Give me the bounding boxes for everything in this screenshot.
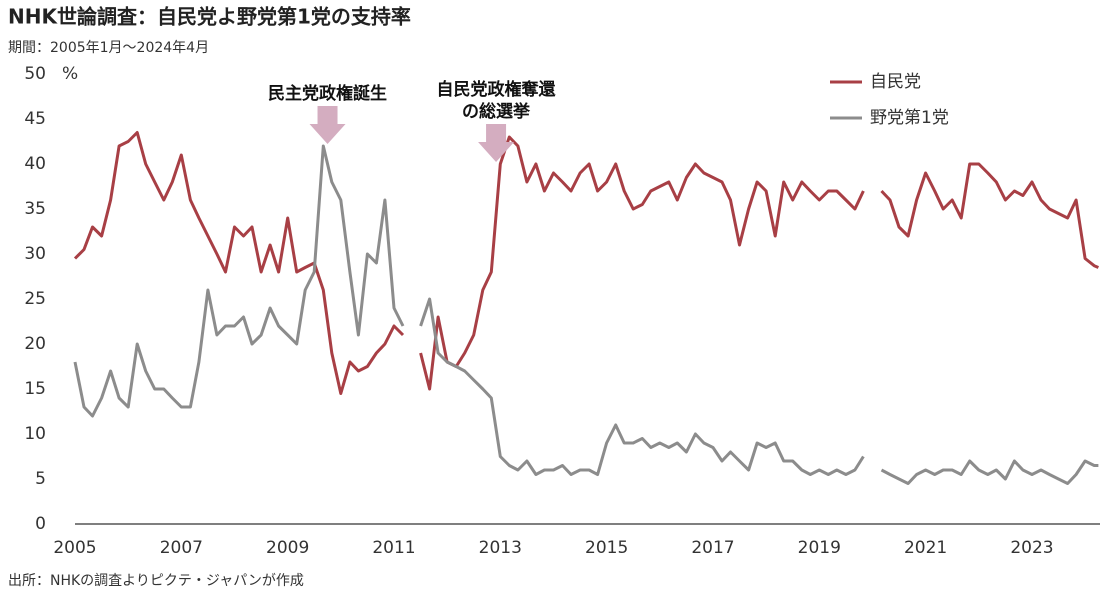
y-tick-label: 45 xyxy=(24,109,46,129)
annotation-arrow xyxy=(478,124,515,162)
x-tick-label: 2009 xyxy=(266,538,309,558)
y-tick-label: 35 xyxy=(24,199,46,219)
legend-label: 自民党 xyxy=(870,72,921,92)
y-tick-label: 25 xyxy=(24,289,46,309)
x-tick-label: 2017 xyxy=(691,538,734,558)
x-tick-label: 2013 xyxy=(479,538,522,558)
x-tick-label: 2021 xyxy=(904,538,947,558)
annotation-text: の総選挙 xyxy=(462,101,531,122)
y-tick-label: 5 xyxy=(35,469,46,489)
y-tick-label: 30 xyxy=(24,244,46,264)
series-line xyxy=(73,131,1099,395)
y-unit: % xyxy=(62,64,78,84)
source-note: 出所：NHKの調査よりピクテ・ジャパンが作成 xyxy=(8,573,304,589)
annotation-text: 民主党政権誕生 xyxy=(268,83,387,104)
y-tick-label: 50 xyxy=(24,64,46,84)
series-line xyxy=(73,144,1099,485)
chart-title: NHK世論調査：自民党よ野党第1党の支持率 xyxy=(8,5,411,29)
annotation-text: 自民党政権奪還 xyxy=(437,79,557,100)
y-tick-label: 0 xyxy=(35,514,46,534)
y-tick-label: 15 xyxy=(24,379,46,399)
x-tick-label: 2005 xyxy=(53,538,96,558)
legend-label: 野党第1党 xyxy=(870,108,949,128)
y-tick-label: 10 xyxy=(24,424,46,444)
x-tick-label: 2019 xyxy=(798,538,841,558)
chart-subtitle: 期間：2005年1月～2024年4月 xyxy=(8,40,209,56)
annotation-arrow xyxy=(309,106,346,144)
x-tick-label: 2011 xyxy=(372,538,415,558)
y-tick-label: 20 xyxy=(24,334,46,354)
x-tick-label: 2015 xyxy=(585,538,628,558)
y-tick-label: 40 xyxy=(24,154,46,174)
x-tick-label: 2023 xyxy=(1010,538,1053,558)
x-tick-label: 2007 xyxy=(160,538,203,558)
